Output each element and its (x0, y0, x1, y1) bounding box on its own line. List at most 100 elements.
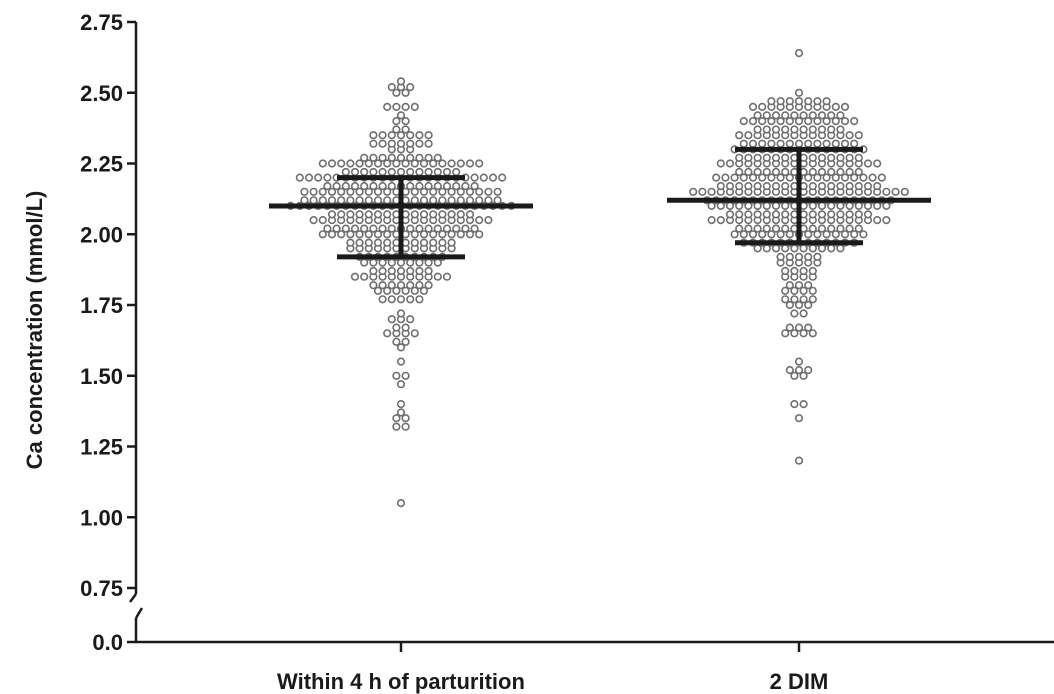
data-point (758, 230, 767, 239)
data-point (447, 230, 456, 239)
data-point (794, 300, 804, 310)
data-point (836, 210, 845, 219)
data-point (808, 266, 817, 276)
data-point (827, 125, 836, 134)
data-point (396, 380, 406, 389)
data-point (707, 187, 716, 196)
data-point (735, 131, 744, 140)
data-point (415, 182, 424, 191)
data-point (790, 286, 799, 295)
data-point (863, 210, 873, 219)
data-point (475, 187, 484, 196)
data-point (836, 224, 845, 233)
data-point (346, 238, 355, 247)
data-point (808, 224, 817, 233)
data-point (415, 295, 424, 304)
data-point (424, 167, 433, 177)
data-point (781, 153, 790, 162)
data-point (392, 102, 401, 111)
data-point (438, 210, 447, 219)
data-point (392, 422, 401, 431)
data-point (424, 266, 433, 276)
data-point (396, 499, 406, 508)
data-point (470, 182, 479, 191)
data-point (373, 159, 383, 168)
data-point (753, 167, 762, 177)
data-point (410, 238, 419, 247)
axis-break-upper (129, 593, 137, 603)
data-point (447, 196, 456, 205)
data-point (304, 173, 314, 182)
data-point (488, 173, 498, 182)
data-point (419, 230, 429, 239)
data-point (813, 97, 822, 106)
data-point (753, 153, 762, 162)
data-point (808, 295, 817, 304)
data-point (804, 281, 813, 290)
data-point (341, 167, 350, 177)
data-point (799, 286, 808, 295)
data-point (827, 182, 836, 191)
data-point (882, 216, 891, 225)
data-point (859, 230, 868, 239)
data-point (794, 323, 804, 332)
data-point (716, 216, 725, 225)
data-point (781, 295, 790, 304)
data-point (854, 210, 863, 219)
data-point (475, 159, 484, 168)
data-point (383, 230, 392, 239)
data-point (360, 182, 369, 191)
y-tick-label: 2.00 (80, 222, 123, 247)
data-point (465, 230, 475, 239)
data-point (410, 230, 419, 239)
data-point (827, 111, 836, 120)
data-point (785, 173, 794, 182)
data-point (767, 139, 776, 148)
data-point (739, 230, 748, 239)
data-point (822, 97, 831, 106)
data-point (438, 230, 447, 239)
data-point (794, 252, 804, 261)
data-point (369, 182, 378, 191)
data-point (406, 131, 415, 140)
data-point (369, 167, 378, 177)
data-point (744, 131, 753, 140)
data-point (401, 159, 410, 168)
data-point (817, 210, 827, 219)
data-point (456, 210, 465, 219)
data-point (396, 77, 406, 86)
data-point (438, 238, 447, 247)
data-point (840, 173, 850, 182)
data-point (364, 196, 373, 205)
summary-lines (269, 146, 931, 260)
data-point (470, 173, 479, 182)
data-point (438, 159, 447, 168)
data-points (286, 48, 909, 508)
y-tick-label: 0.0 (92, 630, 123, 655)
data-point (735, 167, 744, 177)
data-point (758, 102, 767, 111)
data-point (785, 97, 794, 106)
data-point (355, 238, 364, 247)
data-point (337, 187, 346, 196)
data-point (350, 167, 360, 177)
data-point (781, 167, 790, 177)
data-point (327, 210, 337, 219)
x-category-label: 2 DIM (770, 669, 829, 694)
data-point (804, 97, 813, 106)
data-point (461, 224, 470, 233)
data-point (456, 187, 465, 196)
data-point (429, 230, 438, 239)
data-point (442, 224, 452, 233)
data-point (758, 173, 767, 182)
data-point (712, 173, 721, 182)
axis-break-lower (134, 607, 144, 619)
data-point (725, 210, 735, 219)
data-point (836, 153, 845, 162)
data-point (378, 295, 387, 304)
data-point (387, 167, 396, 177)
data-point (790, 329, 799, 338)
data-point (438, 187, 447, 196)
data-point (475, 230, 484, 239)
y-tick-label: 2.25 (80, 152, 123, 177)
